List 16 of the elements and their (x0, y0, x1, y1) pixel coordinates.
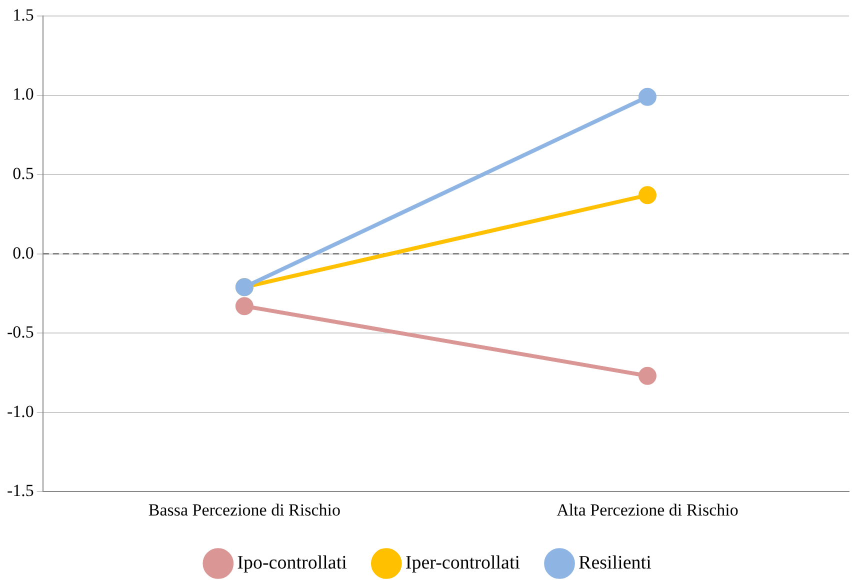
x-tick-label: Bassa Percezione di Rischio (148, 500, 341, 520)
point (638, 88, 656, 106)
point (235, 297, 254, 316)
y-tick-label: 0.5 (12, 164, 34, 183)
y-tick-label: 1.5 (12, 5, 34, 24)
y-tick-label: 0.0 (12, 243, 34, 262)
legend-label: Resilienti (578, 552, 652, 574)
y-tick-label: -1.5 (6, 481, 34, 500)
y-tick-label: -0.5 (6, 322, 34, 342)
legend-label: Iper-controllati (405, 552, 520, 574)
x-tick-label: Alta Percezione di Rischio (556, 500, 738, 520)
point (638, 366, 656, 385)
y-tick-label: 1.0 (12, 84, 34, 104)
y-tick-label: -1.0 (6, 402, 34, 421)
point (638, 186, 656, 204)
legend-label: Ipo-controllati (237, 552, 347, 574)
